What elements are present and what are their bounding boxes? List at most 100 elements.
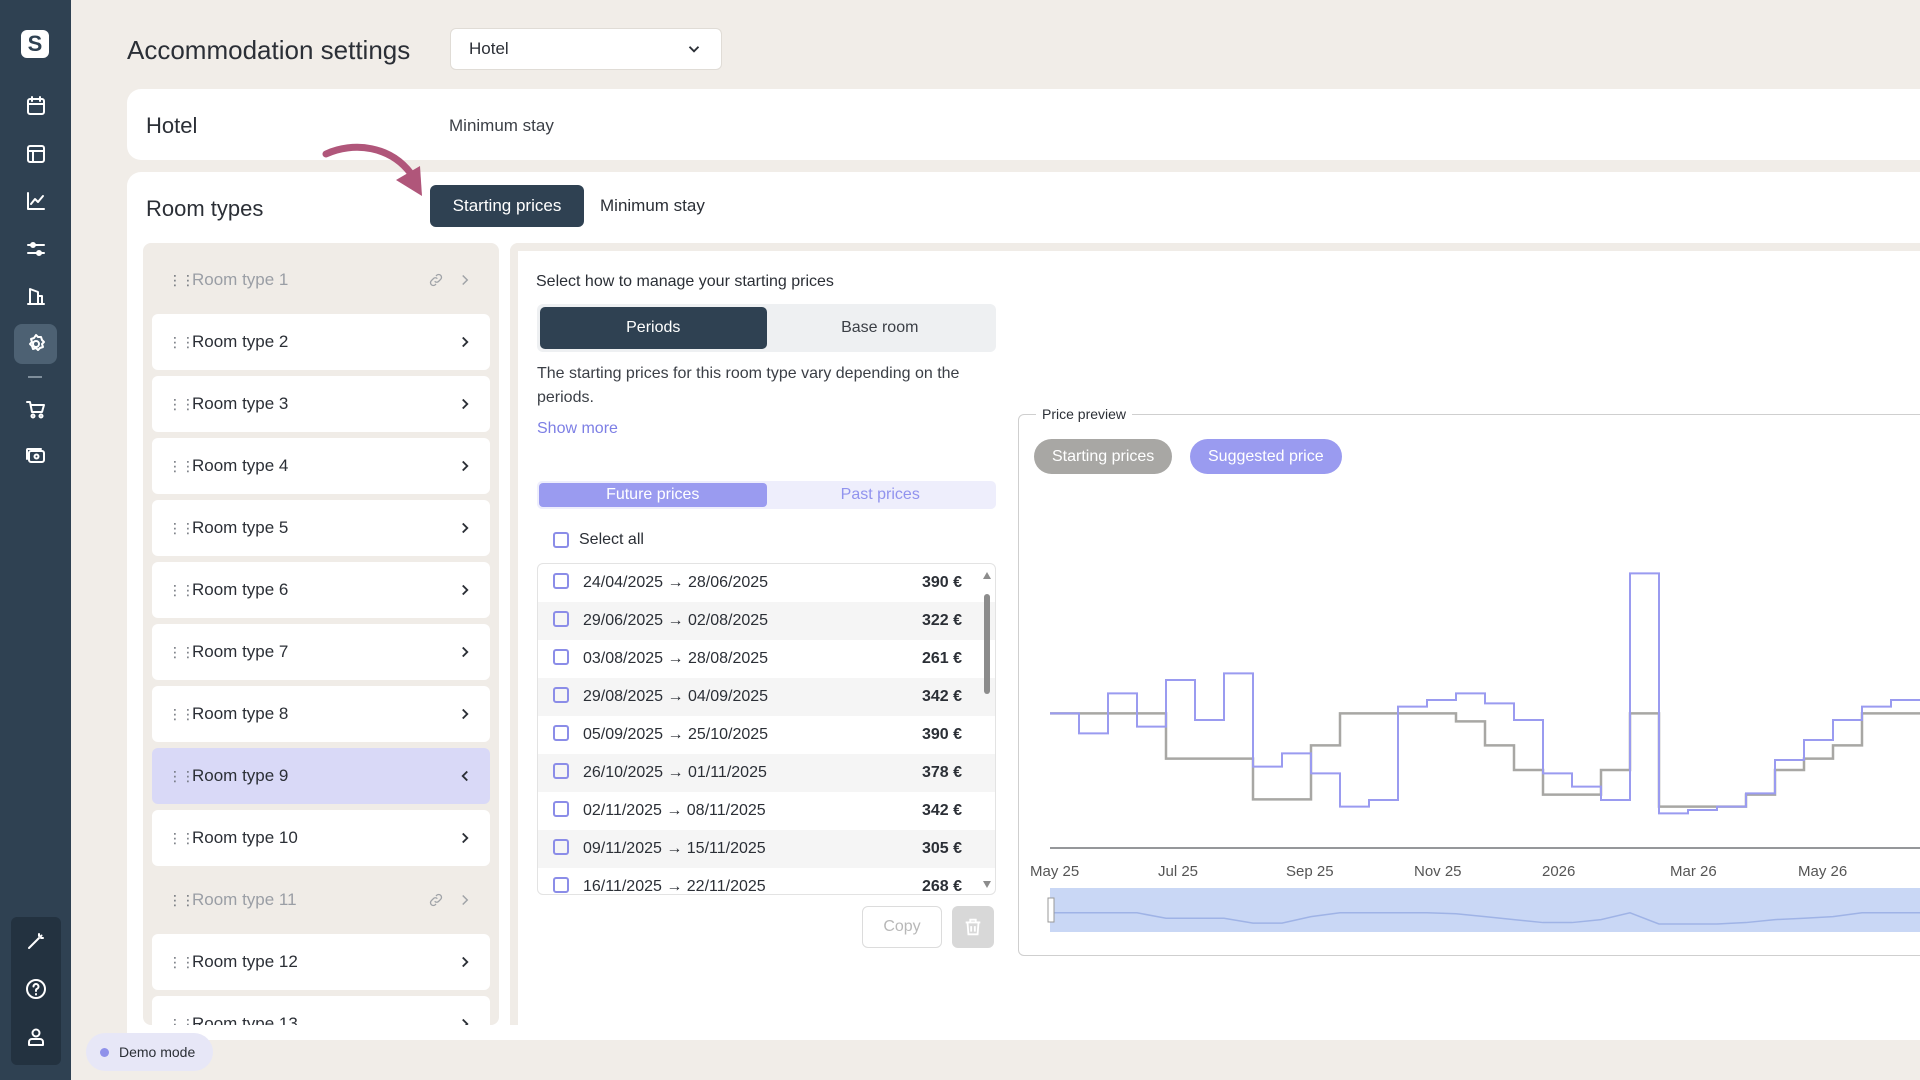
- settings-icon[interactable]: [14, 324, 57, 364]
- room-type-item[interactable]: ⋮⋮ Room type 13: [152, 996, 490, 1025]
- period-list-scrollbar[interactable]: [983, 572, 991, 888]
- period-row[interactable]: 24/04/2025 → 28/06/2025 390 €: [538, 564, 995, 602]
- period-row[interactable]: 26/10/2025 → 01/11/2025 378 €: [538, 754, 995, 792]
- drag-handle-icon[interactable]: ⋮⋮: [168, 1016, 195, 1025]
- copy-button[interactable]: Copy: [862, 906, 942, 948]
- scroll-up-arrow-icon[interactable]: [983, 572, 991, 579]
- drag-handle-icon[interactable]: ⋮⋮: [168, 830, 195, 846]
- room-type-item[interactable]: ⋮⋮ Room type 12: [152, 934, 490, 990]
- period-checkbox[interactable]: [553, 649, 569, 665]
- drag-handle-icon[interactable]: ⋮⋮: [168, 954, 195, 970]
- scroll-down-arrow-icon[interactable]: [983, 881, 991, 888]
- drag-handle-icon[interactable]: ⋮⋮: [168, 582, 195, 598]
- period-checkbox[interactable]: [553, 687, 569, 703]
- room-type-label: Room type 2: [192, 332, 289, 351]
- room-type-item[interactable]: ⋮⋮ Room type 4: [152, 438, 490, 494]
- hotel-minimum-stay[interactable]: Minimum stay: [449, 116, 554, 135]
- drag-handle-icon[interactable]: ⋮⋮: [168, 892, 195, 908]
- drag-handle-icon[interactable]: ⋮⋮: [168, 334, 195, 350]
- period-checkbox[interactable]: [553, 573, 569, 589]
- period-range: 26/10/2025 → 01/11/2025: [583, 764, 767, 781]
- chevron-icon: [462, 336, 469, 348]
- layout-icon[interactable]: [14, 134, 57, 174]
- past-prices-tab[interactable]: Past prices: [840, 486, 920, 503]
- drag-handle-icon[interactable]: ⋮⋮: [168, 768, 195, 784]
- period-row[interactable]: 02/11/2025 → 08/11/2025 342 €: [538, 792, 995, 830]
- drag-handle-icon[interactable]: ⋮⋮: [168, 396, 195, 412]
- room-type-item[interactable]: ⋮⋮ Room type 8: [152, 686, 490, 742]
- room-type-label: Room type 5: [192, 518, 289, 537]
- room-type-label: Room type 9: [192, 766, 289, 785]
- calendar-icon[interactable]: [14, 86, 57, 126]
- select-all[interactable]: Select all: [553, 531, 644, 549]
- show-more-link[interactable]: Show more: [537, 420, 618, 437]
- future-prices-tab[interactable]: Future prices: [539, 483, 767, 507]
- suggested-price-chip[interactable]: Suggested price: [1190, 439, 1342, 474]
- chevron-icon: [462, 708, 469, 720]
- app-logo[interactable]: S: [21, 30, 49, 58]
- select-all-checkbox[interactable]: [553, 532, 569, 548]
- drag-handle-icon[interactable]: ⋮⋮: [168, 458, 195, 474]
- cart-icon[interactable]: [14, 389, 57, 429]
- room-type-item[interactable]: ⋮⋮ Room type 11: [152, 872, 490, 928]
- chart-x-tick-label: Jul 25: [1158, 863, 1198, 880]
- chart-series-suggested-price: [1050, 572, 1920, 815]
- period-checkbox[interactable]: [553, 763, 569, 779]
- drag-handle-icon[interactable]: ⋮⋮: [168, 272, 195, 288]
- delete-button[interactable]: [952, 906, 994, 948]
- period-range: 29/06/2025 → 02/08/2025: [583, 612, 769, 629]
- chart-range-navigator[interactable]: [1050, 888, 1920, 932]
- tab-minimum-stay[interactable]: Minimum stay: [600, 196, 705, 215]
- period-checkbox[interactable]: [553, 725, 569, 741]
- period-price: 261 €: [921, 650, 962, 667]
- period-row[interactable]: 05/09/2025 → 25/10/2025 390 €: [538, 716, 995, 754]
- tab-starting-prices[interactable]: Starting prices: [430, 185, 584, 227]
- room-type-label: Room type 1: [192, 270, 289, 289]
- period-row[interactable]: 03/08/2025 → 28/08/2025 261 €: [538, 640, 995, 678]
- room-type-item[interactable]: ⋮⋮ Room type 9: [152, 748, 490, 804]
- room-type-list: ⋮⋮ Room type 1 ⋮⋮ Room type 2 ⋮⋮ Room type 3 ⋮…: [143, 243, 499, 1025]
- room-type-item[interactable]: ⋮⋮ Room type 7: [152, 624, 490, 680]
- room-type-item[interactable]: ⋮⋮ Room type 1: [152, 252, 490, 308]
- period-row[interactable]: 29/06/2025 → 02/08/2025 322 €: [538, 602, 995, 640]
- chart-range-handle[interactable]: [1047, 897, 1055, 923]
- drag-handle-icon[interactable]: ⋮⋮: [168, 644, 195, 660]
- building-icon[interactable]: [14, 276, 57, 316]
- trash-icon: [965, 918, 981, 936]
- chevron-icon: [461, 770, 468, 782]
- starting-prices-chip[interactable]: Starting prices: [1034, 439, 1173, 474]
- hotel-card-title: Hotel: [146, 113, 198, 138]
- period-row[interactable]: 09/11/2025 → 15/11/2025 305 €: [538, 830, 995, 868]
- user-icon[interactable]: [14, 1017, 57, 1057]
- room-type-item[interactable]: ⋮⋮ Room type 5: [152, 500, 490, 556]
- room-type-item[interactable]: ⋮⋮ Room type 10: [152, 810, 490, 866]
- period-checkbox[interactable]: [553, 877, 569, 893]
- drag-handle-icon[interactable]: ⋮⋮: [168, 520, 195, 536]
- room-type-item[interactable]: ⋮⋮ Room type 6: [152, 562, 490, 618]
- period-range: 02/11/2025 → 08/11/2025: [583, 802, 766, 819]
- scroll-thumb[interactable]: [984, 594, 990, 694]
- room-type-label: Room type 3: [192, 394, 289, 413]
- mode-description: The starting prices for this room type v…: [537, 365, 960, 406]
- room-type-label: Room type 12: [192, 952, 298, 971]
- magic-wand-icon[interactable]: [14, 921, 57, 961]
- sliders-icon[interactable]: [14, 229, 57, 269]
- price-preview-chart: May 25 Jul 25 Sep 25 Nov 25 2026 Mar 26 May 26: [1030, 572, 1920, 932]
- room-type-item[interactable]: ⋮⋮ Room type 2: [152, 314, 490, 370]
- period-row[interactable]: 29/08/2025 → 04/09/2025 342 €: [538, 678, 995, 716]
- mode-periods-button[interactable]: Periods: [540, 307, 767, 349]
- help-icon[interactable]: [14, 969, 57, 1009]
- demo-mode-badge[interactable]: Demo mode: [86, 1033, 214, 1071]
- mode-base-room-button[interactable]: Base room: [841, 319, 919, 336]
- period-row[interactable]: 16/11/2025 → 22/11/2025 268 €: [538, 868, 995, 895]
- property-select[interactable]: Hotel: [450, 28, 722, 70]
- room-type-item[interactable]: ⋮⋮ Room type 3: [152, 376, 490, 432]
- period-price: 268 €: [921, 878, 962, 895]
- period-checkbox[interactable]: [553, 839, 569, 855]
- period-checkbox[interactable]: [553, 801, 569, 817]
- cash-icon[interactable]: [14, 436, 57, 476]
- drag-handle-icon[interactable]: ⋮⋮: [168, 706, 195, 722]
- period-range: 29/08/2025 → 04/09/2025: [583, 688, 769, 705]
- chart-icon[interactable]: [14, 181, 57, 221]
- period-checkbox[interactable]: [553, 611, 569, 627]
